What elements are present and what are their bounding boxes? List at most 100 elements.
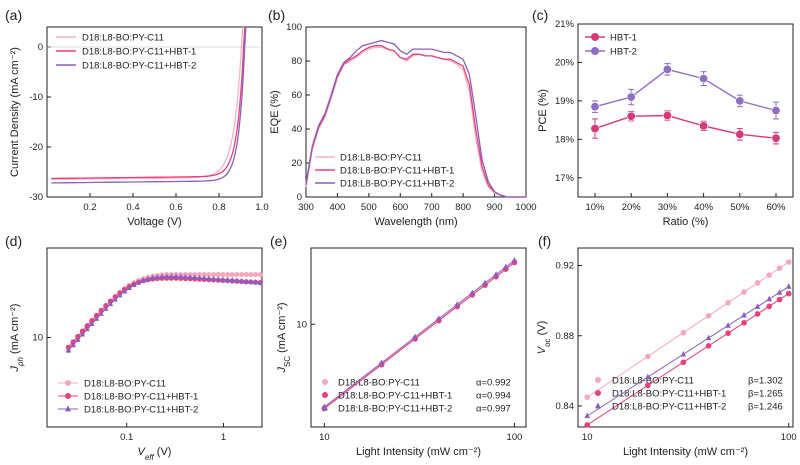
pce-point: [662, 64, 672, 74]
plot-frame: [310, 247, 527, 428]
panel-label-d: (d): [5, 233, 22, 249]
x-axis-label: Light Intensity (mW cm⁻²): [623, 446, 748, 458]
jsc-point: [454, 301, 461, 307]
voc-point: [705, 313, 712, 319]
voc-point: [705, 343, 712, 349]
jph-point: [257, 279, 263, 285]
legend-alpha-2: α=0.997: [476, 404, 511, 415]
y-tick-label: 0.88: [556, 331, 575, 342]
jsc-fit-1: [324, 262, 515, 409]
jph-point: [210, 271, 217, 278]
voc-point: [776, 296, 783, 303]
jph-point: [243, 278, 249, 284]
voc-point: [741, 289, 747, 295]
legend-alpha-1: α=0.994: [476, 391, 511, 402]
jph-point: [84, 323, 90, 329]
chart-f: 10 100 0.84 0.88 0.92 Light Intensity (mW cm⁻…: [536, 247, 797, 458]
jph-point: [234, 277, 240, 283]
jsc-point: [412, 333, 418, 340]
chart-c: 10% 20% 30% 40% 50% 60% 17% 18% 19% 20% 21% Ratio (…: [537, 19, 794, 228]
plot-frame: [577, 23, 794, 198]
panel-label-c: (c): [532, 7, 548, 23]
jsc-point: [436, 315, 442, 321]
voc-point: [785, 283, 792, 289]
x-tick-label: 0.2: [83, 202, 96, 213]
plot-frame: [305, 26, 527, 198]
legend-label-2: D18:L8-BO:PY-C11+HBT-2: [82, 61, 196, 72]
jph-point: [173, 273, 179, 279]
y-tick-label: 20: [291, 158, 302, 169]
panel-label-a: (a): [5, 7, 22, 23]
pce-line-1: [594, 68, 777, 112]
voc-point: [776, 265, 783, 272]
legend-beta-1: β=1.265: [748, 389, 783, 400]
legend-label-1: D18:L8-BO:PY-C11+HBT-1: [82, 47, 196, 58]
pce-point: [626, 111, 636, 121]
jph-point: [192, 274, 198, 280]
x-tick-label: 900: [487, 202, 503, 213]
jph-point: [229, 277, 235, 283]
jph-point: [215, 276, 221, 282]
jph-point: [234, 271, 240, 278]
jph-point: [220, 271, 226, 278]
plot-frame: [46, 26, 263, 198]
jsc-point: [378, 359, 385, 365]
x-tick-label: 600: [392, 202, 408, 213]
legend-beta-2: β=1.246: [748, 402, 783, 413]
y-tick-label: 21%: [555, 19, 575, 30]
voc-point: [776, 289, 783, 295]
voc-point: [584, 394, 591, 400]
pce-point: [771, 106, 781, 116]
legend-label-0: D18:L8-BO:PY-C11: [338, 378, 420, 389]
x-tick-label: 100: [781, 432, 797, 443]
jph-point: [178, 273, 184, 279]
y-tick-label: 19%: [555, 96, 575, 107]
jph-point: [145, 275, 151, 282]
jph-point: [206, 275, 212, 281]
eqe-curve-1: [305, 45, 526, 198]
voc-point: [754, 303, 761, 309]
jph-point: [131, 281, 137, 288]
voc-point: [766, 272, 773, 278]
jph-point: [140, 277, 146, 283]
jph-point: [75, 336, 81, 342]
legend-marker-0: [591, 33, 599, 41]
legend-label-2: D18:L8-BO:PY-C11+HBT-2: [338, 404, 452, 415]
jph-point: [117, 292, 123, 298]
jph-point: [229, 271, 235, 278]
y-axis-label: Current Density (mA cm⁻²): [9, 47, 21, 177]
voc-point: [645, 353, 651, 360]
y-tick-label: 18%: [555, 135, 575, 146]
x-tick-label: 500: [361, 202, 377, 213]
legend-label-1: D18:L8-BO:PY-C11+HBT-1: [338, 391, 452, 402]
legend-label-1: D18:L8-BO:PY-C11+HBT-1: [84, 392, 198, 403]
jph-point: [201, 271, 207, 278]
voc-point: [705, 334, 712, 341]
plot-frame: [577, 247, 794, 428]
voc-point: [645, 373, 651, 380]
y-tick-label: 0.84: [556, 401, 575, 412]
y-axis-label: JSC (mA cm⁻²): [276, 302, 292, 373]
voc-point: [766, 303, 773, 310]
legend-marker-1: [591, 47, 599, 55]
jph-point: [220, 276, 226, 282]
jph-point: [112, 296, 118, 302]
voc-point: [725, 299, 731, 306]
legend-label-1: D18:L8-BO:PY-C11+HBT-1: [340, 166, 454, 177]
jph-point: [248, 271, 254, 278]
jph-point: [89, 320, 95, 327]
x-tick-label: 0.1: [120, 432, 133, 443]
x-tick-label: 1000: [515, 202, 536, 213]
legend-marker-2: [65, 405, 71, 412]
x-tick-label: 60%: [766, 202, 786, 213]
voc-point: [680, 350, 687, 357]
jsc-point: [511, 256, 518, 263]
jph-point: [103, 305, 109, 311]
voc-point: [725, 330, 731, 336]
jph-point: [196, 274, 203, 280]
legend-marker-1: [65, 393, 71, 399]
x-tick-label: 1: [221, 432, 226, 443]
jph-point: [103, 303, 109, 309]
jph-point: [164, 273, 170, 279]
legend-label-0: D18:L8-BO:PY-C11: [612, 376, 694, 387]
